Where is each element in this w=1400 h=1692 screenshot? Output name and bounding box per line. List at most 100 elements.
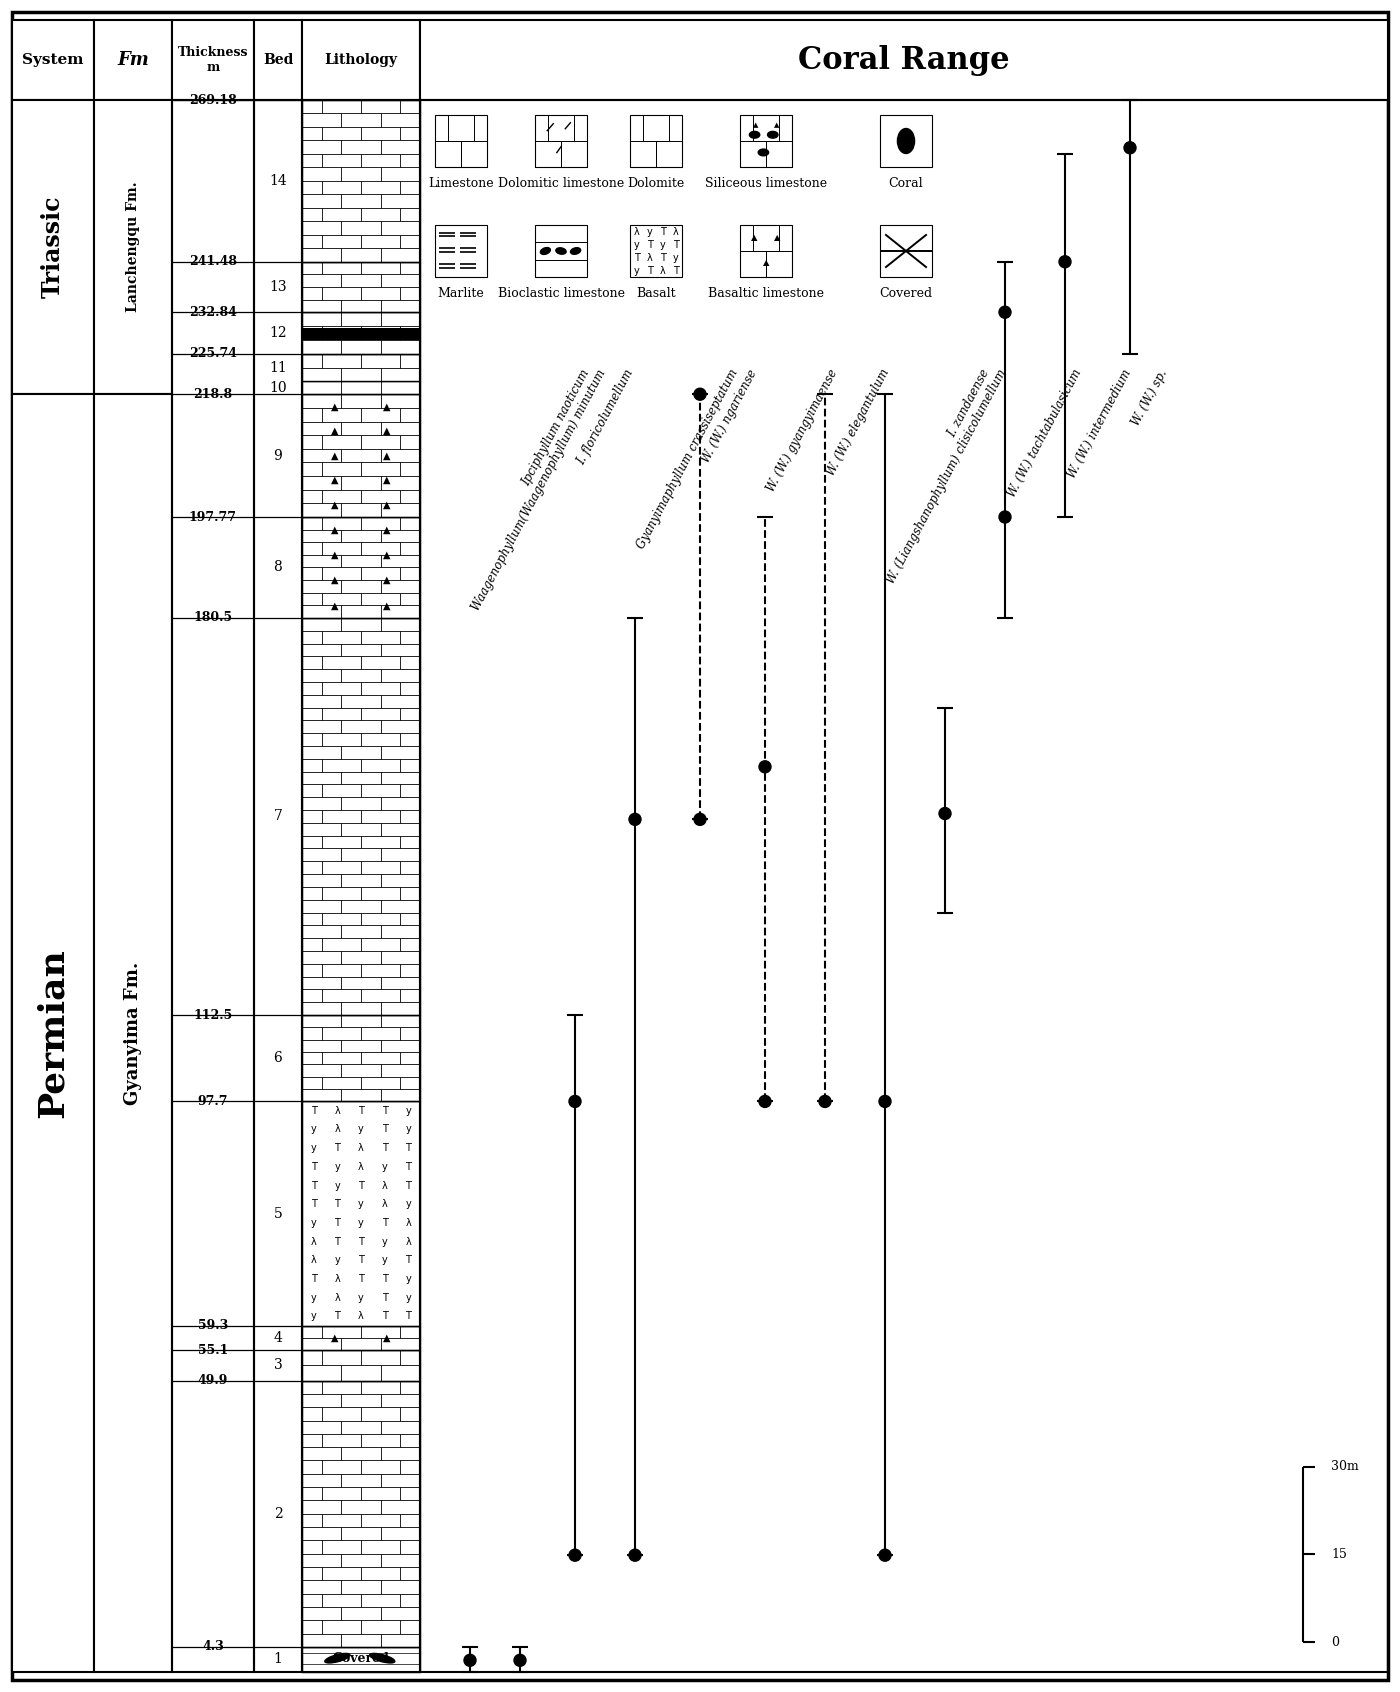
Ellipse shape <box>1124 142 1135 154</box>
Text: ▲: ▲ <box>332 1333 339 1343</box>
Bar <box>741 140 766 168</box>
Bar <box>561 140 587 168</box>
Text: T: T <box>659 227 665 237</box>
Bar <box>643 115 669 140</box>
Bar <box>753 225 778 250</box>
Bar <box>535 115 587 168</box>
Text: T: T <box>382 1293 388 1303</box>
Text: Limestone: Limestone <box>428 176 494 190</box>
Text: λ: λ <box>358 1144 364 1154</box>
Text: ▲: ▲ <box>774 122 778 129</box>
Text: Basalt: Basalt <box>636 286 676 299</box>
Text: ▲: ▲ <box>752 233 757 242</box>
Text: λ: λ <box>335 1125 340 1134</box>
Text: y: y <box>382 1162 388 1173</box>
Text: Dolomitic limestone: Dolomitic limestone <box>498 176 624 190</box>
Text: W. (W.) sp.: W. (W.) sp. <box>1130 367 1170 428</box>
Ellipse shape <box>897 129 914 154</box>
Bar <box>741 115 792 168</box>
Text: I. zandaense: I. zandaense <box>945 367 991 440</box>
Text: Coral Range: Coral Range <box>798 44 1009 76</box>
Text: y: y <box>311 1218 316 1228</box>
Bar <box>13 394 94 1672</box>
Ellipse shape <box>514 1655 526 1667</box>
Bar <box>535 225 587 277</box>
Text: 218.8: 218.8 <box>193 387 232 401</box>
Text: Fm: Fm <box>118 51 148 69</box>
Bar <box>302 354 420 381</box>
Text: 112.5: 112.5 <box>193 1008 232 1022</box>
Text: Ipciphyllum naoticum: Ipciphyllum naoticum <box>519 367 592 487</box>
Text: T: T <box>335 1144 340 1154</box>
Text: λ: λ <box>382 1181 388 1191</box>
Ellipse shape <box>370 1653 395 1663</box>
Text: W. (W.) ngariense: W. (W.) ngariense <box>700 367 760 465</box>
Bar <box>302 1101 420 1327</box>
Text: Basaltic limestone: Basaltic limestone <box>708 286 825 299</box>
Text: y: y <box>358 1218 364 1228</box>
Text: ▲: ▲ <box>384 550 391 560</box>
Text: 97.7: 97.7 <box>197 1095 228 1108</box>
Bar <box>302 100 420 1672</box>
Text: ▲: ▲ <box>384 450 391 460</box>
Text: 9: 9 <box>273 448 283 462</box>
Text: λ: λ <box>659 266 665 276</box>
Text: ▲: ▲ <box>332 525 339 535</box>
Ellipse shape <box>759 1095 771 1108</box>
Bar <box>435 225 487 277</box>
Text: T: T <box>647 266 652 276</box>
Text: y: y <box>634 266 640 276</box>
Text: y: y <box>311 1125 316 1134</box>
Text: Lithology: Lithology <box>325 52 398 68</box>
Text: 8: 8 <box>273 560 283 575</box>
Bar <box>253 100 302 1672</box>
Text: T: T <box>311 1274 316 1284</box>
Text: λ: λ <box>647 252 652 262</box>
Text: y: y <box>406 1274 412 1284</box>
Text: T: T <box>647 240 652 249</box>
Text: 197.77: 197.77 <box>189 511 237 523</box>
Bar <box>630 115 682 168</box>
Bar <box>302 1381 420 1646</box>
Text: T: T <box>358 1237 364 1247</box>
Text: Waagenophyllum(Waagenophyllum) minutum: Waagenophyllum(Waagenophyllum) minutum <box>470 367 609 613</box>
Text: T: T <box>311 1107 316 1115</box>
Text: T: T <box>311 1181 316 1191</box>
Text: 7: 7 <box>273 809 283 824</box>
Text: y: y <box>358 1125 364 1134</box>
Text: λ: λ <box>311 1237 316 1247</box>
Text: T: T <box>382 1311 388 1321</box>
Text: ▲: ▲ <box>332 401 339 411</box>
Bar <box>657 140 682 168</box>
Text: Gyanyima Fm.: Gyanyima Fm. <box>125 961 141 1105</box>
Text: T: T <box>358 1255 364 1266</box>
Ellipse shape <box>759 761 771 773</box>
Text: 59.3: 59.3 <box>197 1320 228 1332</box>
Text: T: T <box>382 1274 388 1284</box>
Bar <box>302 381 420 394</box>
Text: Bed: Bed <box>263 52 293 68</box>
Text: Coral: Coral <box>889 176 924 190</box>
Text: y: y <box>659 240 665 249</box>
Text: λ: λ <box>335 1107 340 1115</box>
Text: 241.48: 241.48 <box>189 255 237 269</box>
Bar <box>172 100 253 1672</box>
Text: T: T <box>335 1200 340 1210</box>
Bar <box>753 115 778 140</box>
Text: Siliceous limestone: Siliceous limestone <box>706 176 827 190</box>
Text: ▲: ▲ <box>384 575 391 585</box>
Text: ▲: ▲ <box>384 401 391 411</box>
Text: 225.74: 225.74 <box>189 347 237 360</box>
Ellipse shape <box>568 1550 581 1562</box>
Bar <box>420 20 1387 100</box>
Text: Lanchengqu Fm.: Lanchengqu Fm. <box>126 181 140 313</box>
Text: Covered: Covered <box>879 286 932 299</box>
Text: W. (W.) intermedium: W. (W.) intermedium <box>1065 367 1134 481</box>
Text: ▲: ▲ <box>384 499 391 509</box>
Text: ▲: ▲ <box>753 122 759 129</box>
Bar <box>461 140 487 168</box>
Text: T: T <box>335 1311 340 1321</box>
Text: ▲: ▲ <box>384 475 391 486</box>
Text: 3: 3 <box>273 1359 283 1372</box>
Text: 180.5: 180.5 <box>193 611 232 624</box>
